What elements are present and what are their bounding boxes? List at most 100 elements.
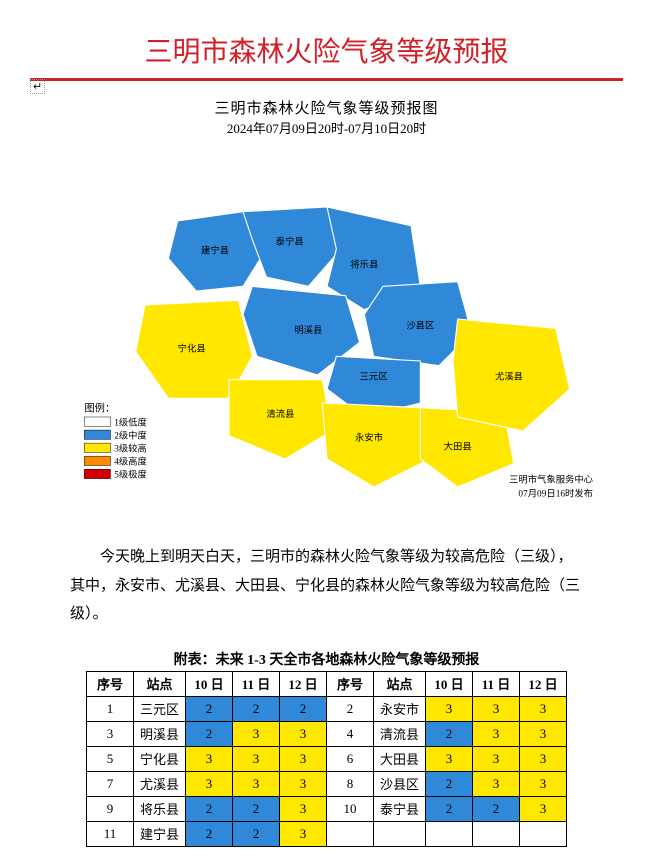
table-cell: 5 bbox=[86, 746, 133, 771]
region-label: 永安市 bbox=[355, 431, 383, 443]
legend-swatch bbox=[84, 456, 110, 465]
table-cell: 2 bbox=[186, 721, 233, 746]
table-cell: 清流县 bbox=[374, 721, 426, 746]
table-cell: 3 bbox=[280, 721, 327, 746]
table-cell: 3 bbox=[186, 771, 233, 796]
table-cell: 3 bbox=[233, 721, 280, 746]
table-cell: 2 bbox=[426, 721, 473, 746]
table-row: 3明溪县2334清流县233 bbox=[86, 721, 566, 746]
table-cell: 3 bbox=[520, 696, 567, 721]
table-cell: 3 bbox=[280, 796, 327, 821]
table-cell: 2 bbox=[327, 696, 374, 721]
table-caption: 附表：未来 1-3 天全市各地森林火险气象等级预报 bbox=[30, 649, 623, 669]
table-cell: 2 bbox=[186, 796, 233, 821]
table-header: 序号 bbox=[327, 671, 374, 696]
table-cell: 3 bbox=[473, 721, 520, 746]
region-label: 清流县 bbox=[266, 408, 294, 420]
legend-swatch bbox=[84, 417, 110, 426]
table-cell: 2 bbox=[186, 821, 233, 846]
table-cell bbox=[327, 821, 374, 846]
table-cell: 建宁县 bbox=[133, 821, 185, 846]
table-cell: 3 bbox=[86, 721, 133, 746]
table-row: 1三元区2222永安市333 bbox=[86, 696, 566, 721]
forecast-table: 序号站点10 日11 日12 日序号站点10 日11 日12 日 1三元区222… bbox=[86, 671, 567, 847]
table-cell: 3 bbox=[520, 796, 567, 821]
table-cell: 10 bbox=[327, 796, 374, 821]
legend-swatch bbox=[84, 430, 110, 439]
table-cell: 4 bbox=[327, 721, 374, 746]
legend-title: 图例： bbox=[84, 401, 115, 414]
table-cell: 大田县 bbox=[374, 746, 426, 771]
map-credit-1: 三明市气象服务中心 bbox=[509, 473, 593, 485]
table-cell: 2 bbox=[426, 796, 473, 821]
legend-label: 3级较高 bbox=[114, 443, 147, 455]
map-subtitle: 2024年07月09日20时-07月10日20时 bbox=[30, 118, 623, 137]
legend-label: 1级低度 bbox=[114, 416, 147, 428]
table-cell: 7 bbox=[86, 771, 133, 796]
table-row: 5宁化县3336大田县333 bbox=[86, 746, 566, 771]
table-cell bbox=[426, 821, 473, 846]
region-永安市 bbox=[322, 403, 429, 487]
table-cell: 8 bbox=[327, 771, 374, 796]
table-cell: 2 bbox=[426, 771, 473, 796]
table-header: 11 日 bbox=[233, 671, 280, 696]
region-label: 将乐县 bbox=[350, 259, 378, 271]
table-cell: 2 bbox=[186, 696, 233, 721]
table-cell: 3 bbox=[233, 771, 280, 796]
table-cell: 3 bbox=[280, 771, 327, 796]
table-cell: 11 bbox=[86, 821, 133, 846]
table-cell: 将乐县 bbox=[133, 796, 185, 821]
page-title: 三明市森林火险气象等级预报 bbox=[30, 30, 623, 70]
table-cell: 3 bbox=[280, 821, 327, 846]
forecast-map: 建宁县泰宁县将乐县明溪县沙县区宁化县三元区清流县永安市大田县尤溪县 图例： 1级… bbox=[47, 143, 607, 523]
legend-label: 4级高度 bbox=[114, 456, 147, 468]
table-cell: 2 bbox=[233, 696, 280, 721]
map-title: 三明市森林火险气象等级预报图 bbox=[30, 97, 623, 118]
table-header: 序号 bbox=[86, 671, 133, 696]
table-header: 11 日 bbox=[473, 671, 520, 696]
table-cell: 沙县区 bbox=[374, 771, 426, 796]
table-cell: 3 bbox=[186, 746, 233, 771]
table-cell: 2 bbox=[233, 821, 280, 846]
table-cell: 1 bbox=[86, 696, 133, 721]
table-header: 站点 bbox=[374, 671, 426, 696]
table-cell: 3 bbox=[426, 696, 473, 721]
region-label: 明溪县 bbox=[294, 324, 322, 336]
table-cell bbox=[520, 821, 567, 846]
table-cell: 尤溪县 bbox=[133, 771, 185, 796]
table-cell: 2 bbox=[233, 796, 280, 821]
table-cell: 3 bbox=[426, 746, 473, 771]
table-header: 10 日 bbox=[186, 671, 233, 696]
legend-label: 5级极度 bbox=[114, 469, 147, 481]
table-cell: 3 bbox=[473, 696, 520, 721]
page-break-marker: ↵ bbox=[30, 79, 45, 94]
forecast-body-text: 今天晚上到明天白天，三明市的森林火险气象等级为较高危险（三级），其中，永安市、尤… bbox=[70, 543, 583, 629]
region-label: 泰宁县 bbox=[275, 235, 303, 247]
region-label: 尤溪县 bbox=[495, 371, 523, 383]
table-cell: 3 bbox=[473, 771, 520, 796]
table-cell: 3 bbox=[280, 746, 327, 771]
table-row: 9将乐县22310泰宁县223 bbox=[86, 796, 566, 821]
title-rule bbox=[30, 78, 623, 81]
table-cell: 三元区 bbox=[133, 696, 185, 721]
table-header: 站点 bbox=[133, 671, 185, 696]
region-label: 大田县 bbox=[443, 441, 471, 453]
table-cell: 3 bbox=[473, 746, 520, 771]
table-cell: 2 bbox=[473, 796, 520, 821]
table-cell: 永安市 bbox=[374, 696, 426, 721]
table-row: 7尤溪县3338沙县区233 bbox=[86, 771, 566, 796]
region-label: 建宁县 bbox=[201, 245, 229, 257]
table-header: 12 日 bbox=[520, 671, 567, 696]
map-section: 三明市森林火险气象等级预报图 2024年07月09日20时-07月10日20时 … bbox=[30, 97, 623, 523]
table-cell: 明溪县 bbox=[133, 721, 185, 746]
table-header: 12 日 bbox=[280, 671, 327, 696]
region-label: 宁化县 bbox=[177, 343, 205, 355]
table-cell: 3 bbox=[233, 746, 280, 771]
map-credit-2: 07月09日16时发布 bbox=[518, 487, 593, 499]
table-cell: 宁化县 bbox=[133, 746, 185, 771]
table-cell: 3 bbox=[520, 721, 567, 746]
table-cell: 9 bbox=[86, 796, 133, 821]
legend-swatch bbox=[84, 443, 110, 452]
region-label: 三元区 bbox=[359, 372, 387, 383]
table-cell: 6 bbox=[327, 746, 374, 771]
